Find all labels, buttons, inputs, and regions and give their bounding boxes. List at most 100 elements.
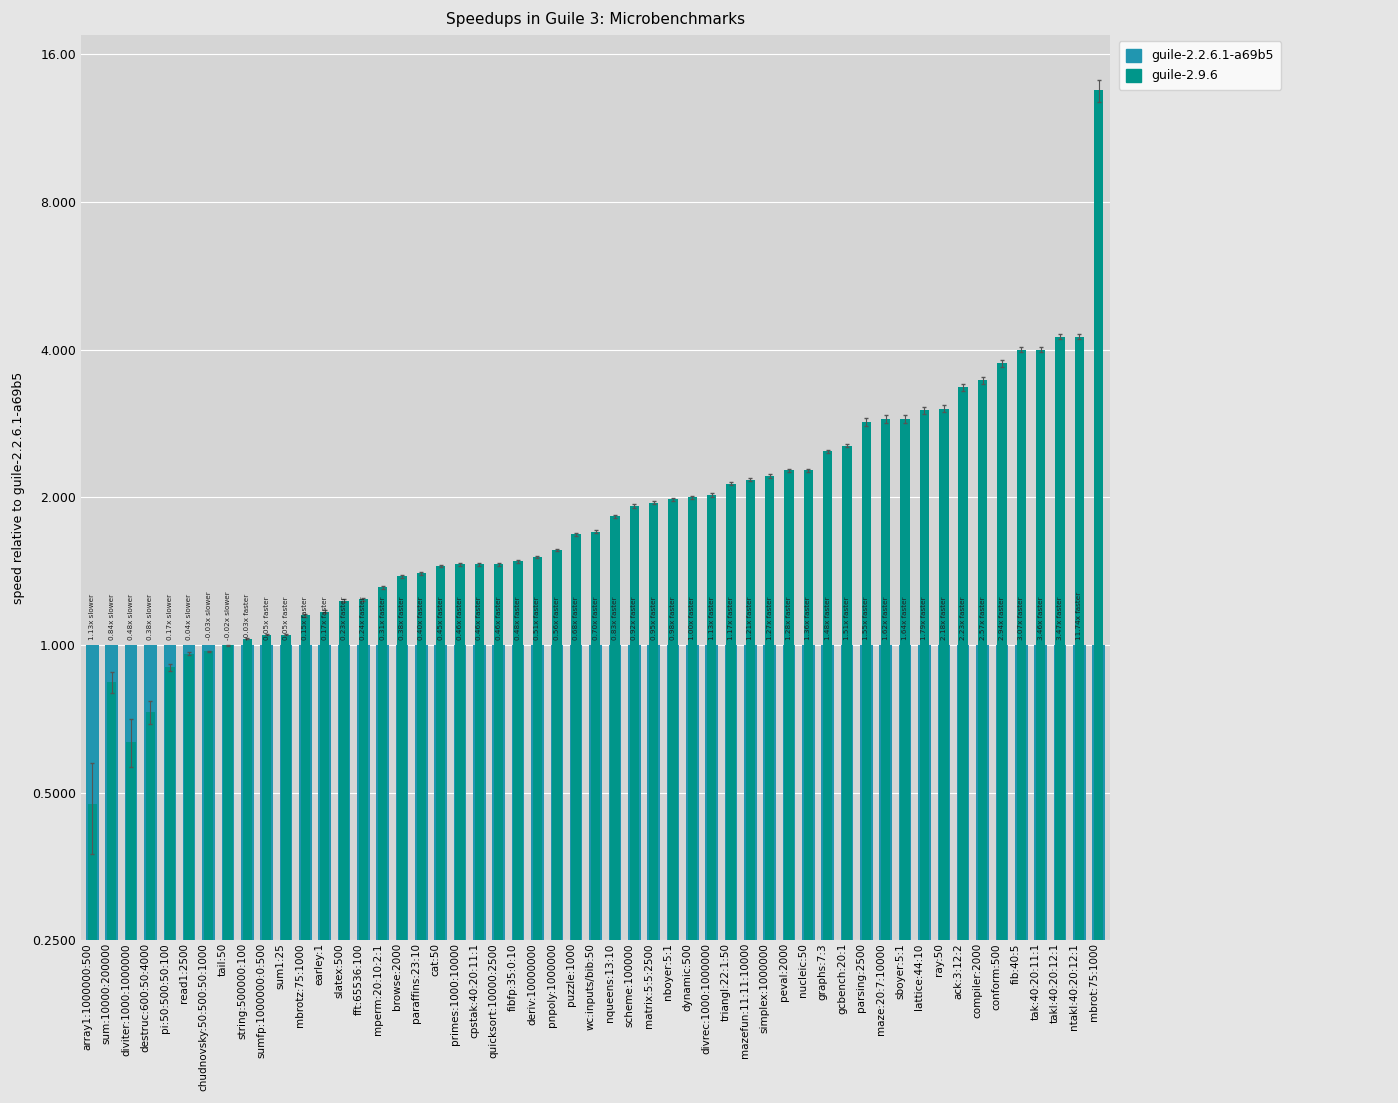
Bar xyxy=(396,645,408,1103)
Text: 0.46x faster: 0.46x faster xyxy=(477,596,482,640)
Bar xyxy=(1036,350,1046,1103)
Text: 3.07x faster: 3.07x faster xyxy=(1018,596,1025,640)
Bar xyxy=(436,566,446,1103)
Text: 0.70x faster: 0.70x faster xyxy=(593,596,598,640)
Text: 0.56x faster: 0.56x faster xyxy=(554,596,559,640)
Text: 1.79x faster: 1.79x faster xyxy=(921,596,927,640)
Text: -0.03x slower: -0.03x slower xyxy=(206,591,211,640)
Bar xyxy=(802,645,815,1103)
Text: -0.03x faster: -0.03x faster xyxy=(245,593,250,640)
Text: 0.17x slower: 0.17x slower xyxy=(166,593,173,640)
Text: 1.13x slower: 1.13x slower xyxy=(89,593,95,640)
Bar xyxy=(591,532,600,1103)
Bar xyxy=(492,645,505,1103)
Bar xyxy=(260,645,273,1103)
Text: 0.31x faster: 0.31x faster xyxy=(380,596,386,640)
Bar xyxy=(629,506,639,1103)
Bar xyxy=(726,484,735,1103)
Text: 11.74x faster: 11.74x faster xyxy=(1076,591,1082,640)
Text: 0.48x faster: 0.48x faster xyxy=(514,596,521,640)
Bar xyxy=(1075,336,1083,1103)
Text: -0.02x slower: -0.02x slower xyxy=(225,591,231,640)
Text: 1.17x faster: 1.17x faster xyxy=(728,596,734,640)
Text: 1.51x faster: 1.51x faster xyxy=(844,596,850,640)
Bar xyxy=(997,363,1007,1103)
Text: 0.04x slower: 0.04x slower xyxy=(186,593,192,640)
Bar xyxy=(513,561,523,1103)
Bar xyxy=(572,535,582,1103)
Bar xyxy=(320,611,330,1103)
Text: 0.92x faster: 0.92x faster xyxy=(632,596,637,640)
Bar xyxy=(281,634,291,1103)
Bar xyxy=(745,480,755,1103)
Bar xyxy=(959,387,967,1103)
Text: 0.98x faster: 0.98x faster xyxy=(670,596,675,640)
Bar xyxy=(359,599,368,1103)
Text: 2.57x faster: 2.57x faster xyxy=(980,596,986,640)
Bar xyxy=(840,645,853,1103)
Text: 0.24x faster: 0.24x faster xyxy=(361,596,366,640)
Bar xyxy=(977,381,987,1103)
Bar xyxy=(261,634,271,1103)
Bar xyxy=(1035,645,1047,1103)
Text: 0.46x faster: 0.46x faster xyxy=(457,596,463,640)
Text: 1.00x faster: 1.00x faster xyxy=(689,596,695,640)
Bar xyxy=(1054,645,1067,1103)
Bar xyxy=(628,645,640,1103)
Bar xyxy=(1092,645,1104,1103)
Bar xyxy=(551,645,563,1103)
Bar xyxy=(570,645,583,1103)
Bar xyxy=(938,645,951,1103)
Bar xyxy=(608,645,621,1103)
Bar xyxy=(667,645,679,1103)
Bar xyxy=(221,645,233,1103)
Bar xyxy=(473,645,485,1103)
Title: Speedups in Guile 3: Microbenchmarks: Speedups in Guile 3: Microbenchmarks xyxy=(446,12,745,26)
Bar xyxy=(822,645,835,1103)
Bar xyxy=(823,451,832,1103)
Text: 1.36x faster: 1.36x faster xyxy=(805,596,811,640)
Bar xyxy=(1055,336,1065,1103)
Text: 0.40x faster: 0.40x faster xyxy=(418,596,425,640)
Bar xyxy=(706,645,719,1103)
Text: 1.62x faster: 1.62x faster xyxy=(882,596,889,640)
Text: 1.48x faster: 1.48x faster xyxy=(825,596,830,640)
Text: 0.15x faster: 0.15x faster xyxy=(302,596,309,640)
Bar xyxy=(765,476,774,1103)
Text: 1.64x faster: 1.64x faster xyxy=(902,596,909,640)
Bar xyxy=(280,645,292,1103)
Bar xyxy=(724,645,737,1103)
Text: 0.38x slower: 0.38x slower xyxy=(147,593,154,640)
Bar xyxy=(976,645,988,1103)
Text: 0.68x faster: 0.68x faster xyxy=(573,596,579,640)
Text: 0.51x faster: 0.51x faster xyxy=(534,596,541,640)
Bar xyxy=(88,804,96,1103)
Bar xyxy=(185,654,194,1103)
Bar xyxy=(108,682,116,1103)
Text: 0.23x faster: 0.23x faster xyxy=(341,596,347,640)
Bar xyxy=(686,645,699,1103)
Bar xyxy=(435,645,447,1103)
Bar xyxy=(144,645,157,1103)
Bar xyxy=(512,645,524,1103)
Text: 0.83x faster: 0.83x faster xyxy=(612,596,618,640)
Bar xyxy=(124,645,137,1103)
Legend: guile-2.2.6.1-a69b5, guile-2.9.6: guile-2.2.6.1-a69b5, guile-2.9.6 xyxy=(1118,41,1281,89)
Bar xyxy=(376,645,389,1103)
Bar xyxy=(861,421,871,1103)
Bar xyxy=(240,645,253,1103)
Bar xyxy=(493,565,503,1103)
Text: 1.13x faster: 1.13x faster xyxy=(709,596,714,640)
Bar xyxy=(879,645,892,1103)
Bar xyxy=(377,588,387,1103)
Bar xyxy=(242,639,252,1103)
Bar xyxy=(552,550,562,1103)
Bar xyxy=(204,652,214,1103)
Bar xyxy=(397,577,407,1103)
Bar xyxy=(589,645,601,1103)
Text: 1.28x faster: 1.28x faster xyxy=(786,596,793,640)
Bar xyxy=(804,470,814,1103)
Bar xyxy=(301,615,310,1103)
Text: 1.21x faster: 1.21x faster xyxy=(748,596,754,640)
Bar xyxy=(899,645,911,1103)
